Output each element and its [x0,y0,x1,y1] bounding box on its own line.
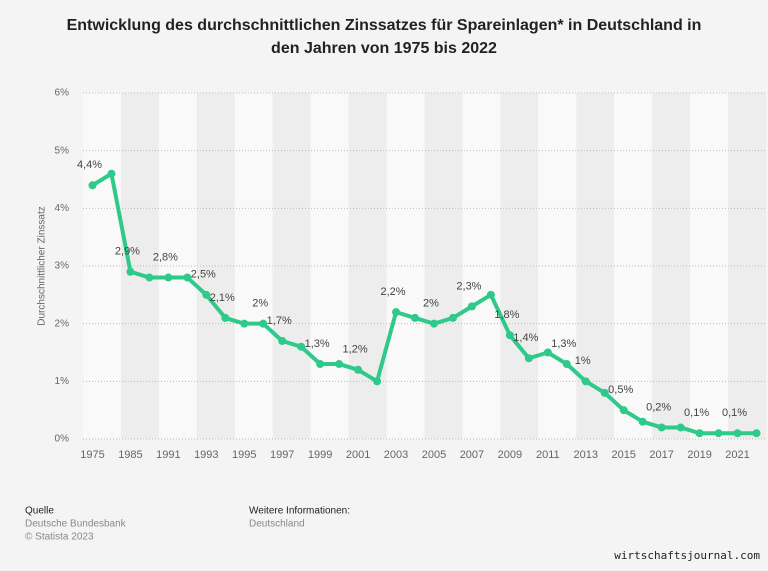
y-tick-label: 6% [55,88,70,99]
data-point [562,360,571,369]
data-point [335,360,344,369]
x-tick-label: 1985 [118,449,142,461]
x-tick-label: 1997 [270,449,294,461]
x-tick-label: 2011 [536,449,560,461]
data-label: 2,3% [456,280,481,292]
data-label: 2,5% [191,269,216,281]
x-tick-label: 2013 [574,449,598,461]
data-point [392,308,401,317]
data-point [202,290,211,299]
data-label: 1,2% [343,344,368,356]
data-point [354,365,363,374]
column-stripe [120,93,159,439]
data-point [259,319,268,328]
column-stripe [272,93,311,439]
x-tick-label: 1999 [308,449,332,461]
column-stripe [690,93,729,439]
data-label: 1,8% [494,309,519,321]
chart-subtitle: den Jahren von 1975 bis 2022 [271,40,497,57]
y-tick-label: 0% [55,434,70,445]
info-heading: Weitere Informationen: [249,506,350,517]
data-point [505,331,514,340]
x-tick-label: 2019 [687,449,711,461]
data-point [638,417,647,426]
data-point [88,181,97,190]
data-label: 2,1% [210,292,235,304]
column-stripe [728,93,766,439]
data-point [373,377,382,386]
data-point [581,377,590,386]
y-axis-label: Durchschnittlicher Zinssatz [37,206,48,325]
data-point [657,423,666,432]
data-point [733,429,742,438]
data-label: 1,3% [551,338,576,350]
data-point [145,273,154,282]
data-point [600,388,609,397]
chart-title: Entwicklung des durchschnittlichen Zinss… [67,17,702,34]
data-point [714,429,723,438]
data-point [164,273,173,282]
data-label: 1,4% [513,332,538,344]
x-tick-label: 2007 [460,449,484,461]
y-tick-label: 5% [55,145,70,156]
data-label: 2,2% [381,286,406,298]
data-point [467,302,476,311]
x-tick-label: 1991 [156,449,180,461]
y-tick-label: 2% [55,318,70,329]
data-point [221,313,230,322]
source-heading: Quelle [25,506,54,517]
x-tick-label: 2021 [725,449,749,461]
data-point [183,273,192,282]
x-tick-label: 2015 [611,449,635,461]
data-label: 1,3% [305,338,330,350]
data-point [411,313,420,322]
data-point [486,290,495,299]
data-label: 1,7% [267,315,292,327]
x-tick-label: 2001 [346,449,370,461]
watermark: wirtschaftsjournal.com [614,549,760,562]
x-tick-label: 1993 [194,449,218,461]
data-point [316,360,325,369]
data-point [524,354,533,363]
x-tick-label: 2005 [422,449,446,461]
data-point [297,342,306,351]
info: Deutschland [249,519,305,530]
x-tick-label: 2017 [649,449,673,461]
data-point [429,319,438,328]
data-label: 0,5% [608,384,633,396]
y-tick-label: 4% [55,203,70,214]
column-stripe [234,93,273,439]
data-point [543,348,552,357]
data-label: 2% [423,298,439,310]
data-point [107,169,116,178]
y-tick-label: 3% [55,261,70,272]
x-tick-label: 2003 [384,449,408,461]
x-tick-label: 1975 [80,449,104,461]
data-label: 0,2% [646,401,671,413]
source: Deutsche Bundesbank [25,519,127,530]
data-label: 0,1% [684,407,709,419]
data-label: 2,8% [153,251,178,263]
data-label: 1% [575,355,591,367]
data-point [676,423,685,432]
data-point [752,429,761,438]
data-point [448,313,457,322]
data-label: 2% [252,298,268,310]
data-point [126,267,135,276]
data-point [695,429,704,438]
data-point [619,406,628,415]
data-label: 2,9% [115,246,140,258]
x-tick-label: 2009 [498,449,522,461]
data-point [240,319,249,328]
data-label: 4,4% [77,159,102,171]
data-point [278,336,287,345]
data-label: 0,1% [722,407,747,419]
copyright: © Statista 2023 [25,532,94,543]
x-tick-label: 1995 [232,449,256,461]
column-stripe [158,93,197,439]
y-tick-label: 1% [55,376,70,387]
